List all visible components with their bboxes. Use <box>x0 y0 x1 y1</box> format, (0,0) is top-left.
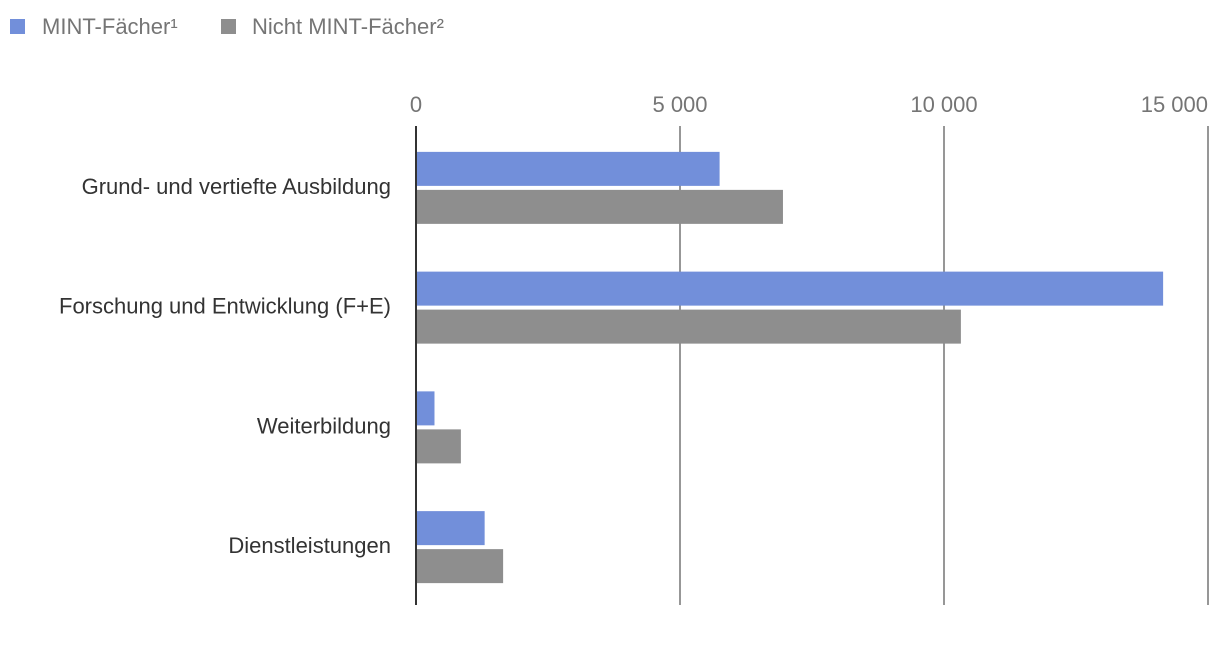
bar-mint-0 <box>417 151 720 186</box>
legend-label-mint: MINT-Fächer¹ <box>42 14 178 39</box>
bar-mint-2 <box>417 391 435 426</box>
chart-legend: MINT-Fächer¹ Nicht MINT-Fächer² <box>10 14 444 39</box>
x-axis-tick-labels: 0 5 000 10 000 15 000 <box>410 92 1208 117</box>
bar-nicht-mint-3 <box>417 549 504 584</box>
x-tick-label-0: 0 <box>410 92 422 117</box>
bar-nicht-mint-1 <box>417 309 961 344</box>
bar-nicht-mint-0 <box>417 189 783 224</box>
category-label-0: Grund- und vertiefte Ausbildung <box>82 174 391 199</box>
x-tick-label-5000: 5 000 <box>652 92 707 117</box>
chart-bars <box>417 151 1164 584</box>
legend-swatch-mint <box>10 19 25 34</box>
legend-swatch-nicht-mint <box>221 19 236 34</box>
bar-mint-3 <box>417 511 485 546</box>
category-label-2: Weiterbildung <box>257 413 391 438</box>
category-label-1: Forschung und Entwicklung (F+E) <box>59 294 391 319</box>
category-label-3: Dienstleistungen <box>228 533 391 558</box>
bar-nicht-mint-2 <box>417 429 461 464</box>
bar-mint-1 <box>417 271 1164 306</box>
x-tick-label-10000: 10 000 <box>910 92 977 117</box>
legend-label-nicht-mint: Nicht MINT-Fächer² <box>252 14 444 39</box>
category-labels: Grund- und vertiefte Ausbildung Forschung… <box>59 174 391 558</box>
x-tick-label-15000: 15 000 <box>1141 92 1208 117</box>
